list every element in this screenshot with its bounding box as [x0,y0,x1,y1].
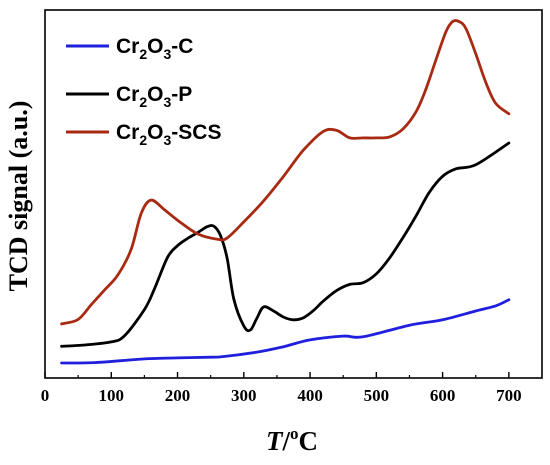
x-tick-label: 0 [41,386,50,405]
y-axis-title: TCD signal (a.u.) [4,101,33,292]
legend-label-0: Cr2O3-C [116,35,193,62]
plot-frame [44,9,543,379]
legend: Cr2O3-C Cr2O3-P Cr2O3-SCS [66,35,221,148]
x-tick-label: 400 [297,386,323,405]
x-tick-label: 100 [99,386,125,405]
legend-label-2: Cr2O3-SCS [116,121,221,148]
legend-label-1: Cr2O3-P [116,83,192,110]
x-axis-title: T/oC [266,424,318,456]
x-axis-title-degree: o [290,424,299,443]
x-tick-label: 700 [496,386,522,405]
x-tick-label: 600 [430,386,456,405]
series-line-0 [60,298,511,365]
series-line-1 [60,141,511,348]
x-axis-title-symbol: T [266,426,284,456]
x-tick-label: 200 [165,386,191,405]
x-tick-label: 300 [231,386,257,405]
x-axis-title-slash: / [281,426,290,456]
series-lines [60,19,511,365]
x-tick-label: 500 [364,386,390,405]
series-line-2 [60,19,511,326]
x-axis: 0 100 200 300 400 500 600 700 [41,372,522,405]
x-axis-title-unit: C [299,426,319,456]
